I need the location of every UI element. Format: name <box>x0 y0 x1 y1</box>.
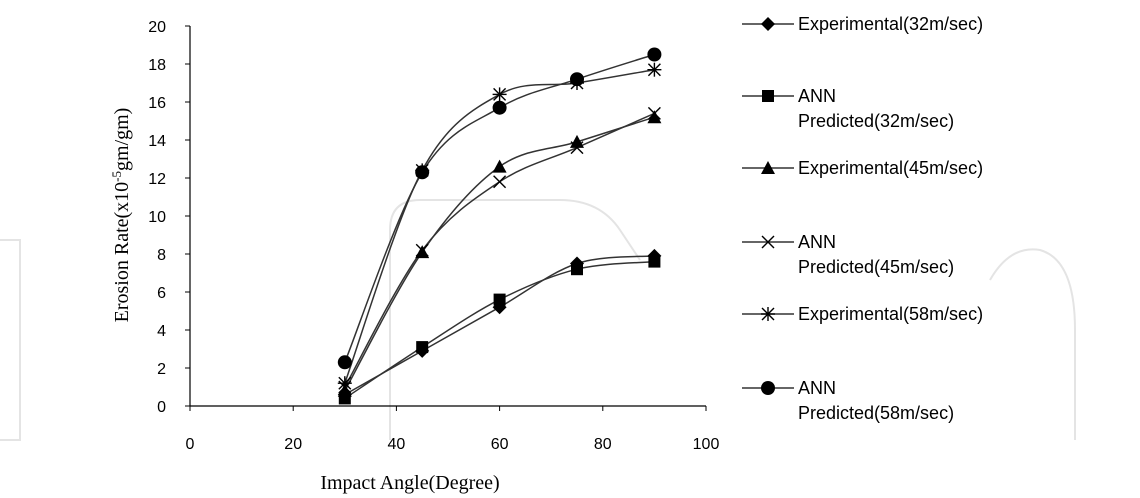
series-5-point <box>337 376 352 391</box>
y-axis-title-main: Erosion Rate(x10 <box>111 182 133 323</box>
series-6-point <box>415 165 430 180</box>
axes <box>185 25 707 411</box>
series-3-point <box>337 383 352 397</box>
series-5-point <box>647 62 662 77</box>
legend-marker-4-stroke <box>761 235 775 249</box>
tick-labels: 0 2 4 6 8 10 12 14 16 18 20 0 20 40 60 80 100 <box>148 19 719 453</box>
series-5-point <box>492 87 507 102</box>
series-4-point <box>570 141 584 155</box>
series-line-6 <box>344 53 655 363</box>
x-axis-title: Impact Angle(Degree) <box>320 472 499 494</box>
legend-label-5: Experimental(58m/sec) <box>798 304 983 324</box>
series-6-point <box>570 72 584 87</box>
series-6-point <box>492 100 507 115</box>
series-line-4 <box>344 112 655 388</box>
series-2-point <box>648 255 661 268</box>
y-tick-label: 10 <box>148 209 166 226</box>
legend-marker-1 <box>761 17 775 31</box>
series-2-point <box>416 341 429 354</box>
series-4-point <box>647 106 661 120</box>
x-tick-label: 0 <box>186 436 195 453</box>
series-4-point <box>415 243 429 257</box>
legend-marker-5 <box>761 307 775 321</box>
y-axis-title-exponent: -5 <box>109 171 124 182</box>
x-tick-label: 100 <box>693 436 720 453</box>
legend-label-4: ANN Predicted(45m/sec) <box>798 232 954 277</box>
legend-label-1: Experimental(32m/sec) <box>798 14 983 34</box>
y-tick-label: 6 <box>157 285 166 302</box>
x-tick-label: 80 <box>594 436 612 453</box>
legend-marker-2 <box>762 90 774 102</box>
legend: Experimental(32m/sec) ANN Predicted(32m/se… <box>742 14 983 423</box>
y-tick-label: 4 <box>157 323 166 340</box>
series-4-point-stroke <box>493 175 507 189</box>
legend-label-6: ANN Predicted(58m/sec) <box>798 378 954 423</box>
x-tick-label: 40 <box>388 436 406 453</box>
watermark-logo <box>0 199 1076 441</box>
y-tick-label: 12 <box>148 171 166 188</box>
series-4-point-stroke <box>415 243 429 257</box>
legend-marker-4 <box>761 235 775 249</box>
series-line-1 <box>344 255 655 396</box>
series-3-point <box>647 110 662 124</box>
legend-label-3: Experimental(45m/sec) <box>798 158 983 178</box>
y-tick-label: 16 <box>148 95 166 112</box>
series-3-point <box>492 159 507 173</box>
series-2-point <box>493 293 506 306</box>
y-tick-label: 0 <box>157 399 166 416</box>
y-tick-label: 8 <box>157 247 166 264</box>
series-6-point <box>337 355 352 370</box>
legend-marker-6 <box>761 381 775 395</box>
x-tick-label: 20 <box>284 436 302 453</box>
legend-label-2: ANN Predicted(32m/sec) <box>798 86 954 131</box>
series-line-5 <box>344 68 655 384</box>
series-markers <box>337 47 662 405</box>
series-line-3 <box>344 116 655 392</box>
series-4-point-stroke <box>647 106 661 120</box>
y-tick-label: 14 <box>148 133 166 150</box>
series-3-point <box>415 245 430 259</box>
y-tick-label: 2 <box>157 361 166 378</box>
x-tick-label: 60 <box>491 436 509 453</box>
series-3-point <box>570 134 584 148</box>
y-tick-label: 18 <box>148 57 166 74</box>
y-axis-title: Erosion Rate(x10-5gm/gm) <box>109 108 133 323</box>
legend-marker-3 <box>761 161 775 174</box>
y-tick-label: 20 <box>148 19 166 36</box>
series-4-point-stroke <box>570 141 584 155</box>
y-axis-title-tail: gm/gm) <box>111 108 133 171</box>
series-6-point <box>647 47 662 62</box>
series-2-point <box>571 263 583 276</box>
series-line-2 <box>344 260 655 400</box>
series-4-point <box>493 175 507 189</box>
